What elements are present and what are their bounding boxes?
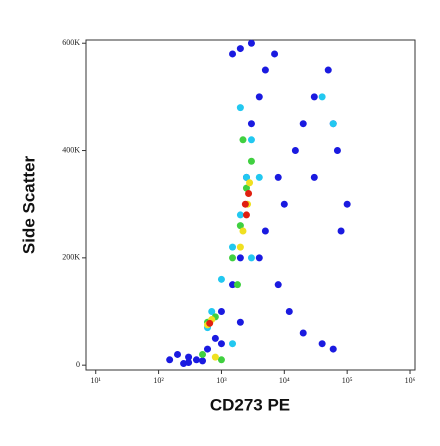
data-point (247, 157, 255, 165)
data-point (255, 173, 263, 181)
data-point (236, 243, 244, 251)
data-point (247, 254, 255, 262)
data-point (299, 120, 307, 128)
data-point (236, 104, 244, 112)
data-point (229, 243, 237, 251)
data-point (247, 136, 255, 144)
data-point (255, 254, 263, 262)
data-point (280, 200, 288, 208)
y-tick-label: 0 (76, 360, 80, 369)
data-point (255, 93, 263, 101)
data-point (285, 308, 293, 316)
data-point (318, 340, 326, 348)
data-point (211, 334, 219, 342)
data-point (208, 308, 216, 316)
data-point (217, 340, 225, 348)
data-point (229, 254, 237, 262)
data-point (174, 350, 182, 358)
data-point (236, 254, 244, 262)
data-point (199, 350, 207, 358)
data-point (242, 184, 250, 192)
data-point (233, 281, 241, 289)
data-point (245, 189, 253, 197)
x-tick-label: 10¹ (91, 376, 102, 385)
y-axis-title: Side Scatter (19, 155, 38, 254)
data-point (242, 173, 250, 181)
data-point (236, 211, 244, 219)
data-point (247, 120, 255, 128)
x-tick-label: 10⁴ (279, 376, 290, 385)
data-point (229, 281, 237, 289)
data-point (204, 345, 212, 353)
y-tick-label: 400K (62, 145, 80, 154)
data-point (271, 50, 279, 58)
data-point (236, 222, 244, 230)
y-tick-label: 600K (62, 38, 80, 47)
data-point (291, 147, 299, 155)
data-point (329, 345, 337, 353)
data-point (333, 147, 341, 155)
data-point (247, 39, 255, 47)
x-tick-label: 10⁵ (342, 376, 353, 385)
data-point (299, 329, 307, 337)
data-point (206, 319, 214, 327)
data-point (274, 173, 282, 181)
data-point (192, 356, 200, 364)
data-point (310, 93, 318, 101)
data-point (180, 360, 188, 368)
data-point (229, 340, 237, 348)
data-point (261, 227, 269, 235)
plot-area (166, 39, 351, 368)
data-point (239, 227, 247, 235)
x-tick-label: 10³ (216, 376, 227, 385)
y-tick-label: 200K (62, 253, 80, 262)
data-point (242, 211, 250, 219)
data-point (236, 318, 244, 326)
data-point (343, 200, 351, 208)
data-point (310, 173, 318, 181)
data-point (185, 353, 193, 361)
data-point (229, 50, 237, 58)
data-point (337, 227, 345, 235)
data-point (274, 281, 282, 289)
x-tick-label: 10² (153, 376, 164, 385)
data-point (241, 200, 249, 208)
data-point (239, 136, 247, 144)
data-point (217, 356, 225, 364)
data-point (166, 356, 174, 364)
data-point (324, 66, 332, 74)
data-point (199, 357, 207, 365)
data-point (261, 66, 269, 74)
data-point (236, 45, 244, 53)
x-tick-label: 10⁶ (405, 376, 416, 385)
data-point (217, 308, 225, 316)
data-point (318, 93, 326, 101)
data-point (211, 353, 219, 361)
data-point (217, 275, 225, 283)
x-axis-title: CD273 PE (210, 395, 290, 414)
data-point (246, 179, 254, 187)
data-point (329, 120, 337, 128)
